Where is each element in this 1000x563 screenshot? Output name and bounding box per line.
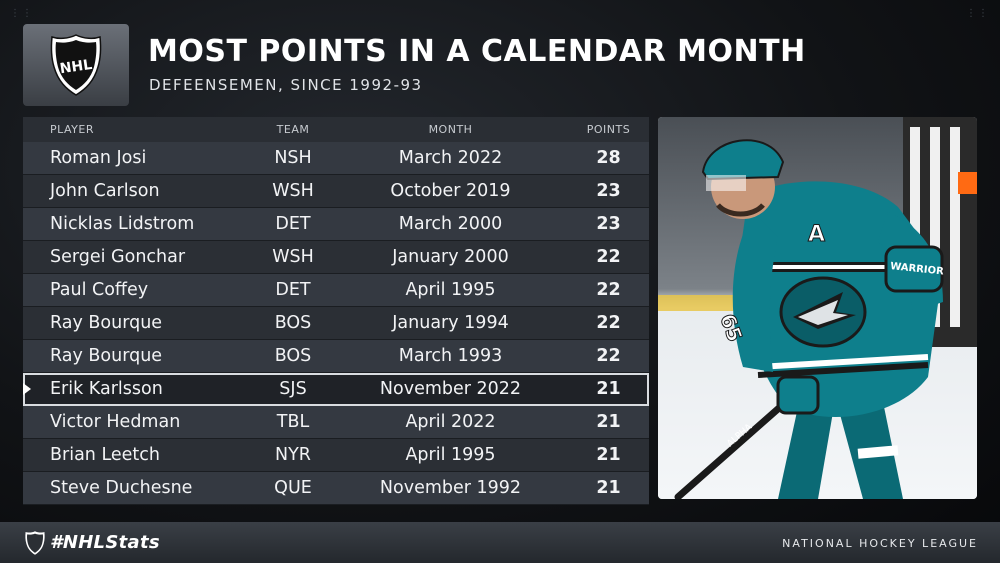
table-row: Sergei Gonchar WSH January 2000 22 bbox=[23, 241, 649, 274]
table-row: Erik Karlsson SJS November 2022 21 bbox=[23, 373, 649, 406]
cell-team: NYR bbox=[275, 445, 311, 465]
cell-team: BOS bbox=[274, 346, 312, 366]
cell-points: 21 bbox=[596, 478, 621, 498]
cell-month: April 2022 bbox=[405, 412, 496, 432]
cell-team: WSH bbox=[272, 247, 314, 267]
cell-player: Steve Duchesne bbox=[50, 478, 193, 498]
cell-month: January 1994 bbox=[392, 313, 509, 333]
cell-team: QUE bbox=[274, 478, 312, 498]
nhl-logo-tile: NHL bbox=[23, 24, 129, 106]
cell-points: 22 bbox=[596, 313, 621, 333]
table-body: Roman Josi NSH March 2022 28 John Carlson WSH… bbox=[23, 142, 649, 505]
page-title: MOST POINTS IN A CALENDAR MONTH bbox=[148, 34, 806, 69]
referee-armband bbox=[958, 172, 977, 194]
table-row: Brian Leetch NYR April 1995 21 bbox=[23, 439, 649, 472]
cell-player: Paul Coffey bbox=[50, 280, 149, 300]
corner-dots-right-icon: ⋮⋮ bbox=[966, 8, 990, 19]
footer-hashtag: #NHLStats bbox=[50, 532, 160, 553]
cell-player: Erik Karlsson bbox=[50, 379, 163, 399]
table-row: Victor Hedman TBL April 2022 21 bbox=[23, 406, 649, 439]
cell-player: Ray Bourque bbox=[50, 346, 163, 366]
table-row: Roman Josi NSH March 2022 28 bbox=[23, 142, 649, 175]
captain-letter: A bbox=[808, 222, 825, 247]
cell-month: March 1993 bbox=[398, 346, 503, 366]
cell-player: Victor Hedman bbox=[50, 412, 181, 432]
glove-left bbox=[776, 375, 820, 415]
cell-points: 28 bbox=[596, 148, 621, 168]
cell-month: October 2019 bbox=[390, 181, 511, 201]
cell-month: April 1995 bbox=[405, 445, 496, 465]
column-header-month: MONTH bbox=[428, 123, 473, 136]
cell-player: Roman Josi bbox=[50, 148, 147, 168]
cell-team: BOS bbox=[274, 313, 312, 333]
column-header-player: PLAYER bbox=[50, 123, 94, 136]
cell-points: 21 bbox=[596, 412, 621, 432]
cell-points: 22 bbox=[596, 346, 621, 366]
cell-month: November 1992 bbox=[379, 478, 522, 498]
visor bbox=[706, 175, 746, 191]
cell-team: TBL bbox=[276, 412, 310, 432]
cell-player: Sergei Gonchar bbox=[50, 247, 186, 267]
cell-team: NSH bbox=[274, 148, 312, 168]
cell-points: 23 bbox=[596, 181, 621, 201]
page-subtitle: DEFEENSEMEN, SINCE 1992-93 bbox=[149, 76, 423, 94]
cell-month: November 2022 bbox=[379, 379, 522, 399]
cell-points: 23 bbox=[596, 214, 621, 234]
corner-dots-left-icon: ⋮⋮ bbox=[10, 8, 34, 19]
cell-player: Brian Leetch bbox=[50, 445, 160, 465]
table-row: Nicklas Lidstrom DET March 2000 23 bbox=[23, 208, 649, 241]
table-header: PLAYER TEAM MONTH POINTS bbox=[23, 117, 649, 142]
glove-right bbox=[884, 245, 944, 293]
cell-month: January 2000 bbox=[392, 247, 509, 267]
cell-points: 22 bbox=[596, 247, 621, 267]
nhl-logo-text: NHL bbox=[59, 57, 93, 77]
cell-team: SJS bbox=[279, 379, 307, 399]
cell-month: April 1995 bbox=[405, 280, 496, 300]
table-row: Ray Bourque BOS March 1993 22 bbox=[23, 340, 649, 373]
cell-month: March 2000 bbox=[398, 214, 503, 234]
nhl-shield-icon: NHL bbox=[50, 34, 102, 96]
table-row: Ray Bourque BOS January 1994 22 bbox=[23, 307, 649, 340]
cell-player: John Carlson bbox=[50, 181, 160, 201]
cell-points: 22 bbox=[596, 280, 621, 300]
cell-points: 21 bbox=[596, 379, 621, 399]
cell-player: Ray Bourque bbox=[50, 313, 163, 333]
player-photo: ALPHA A WARRIOR 65 bbox=[658, 117, 977, 499]
footer-bar: #NHLStats NATIONAL HOCKEY LEAGUE bbox=[0, 522, 1000, 563]
cell-team: WSH bbox=[272, 181, 314, 201]
table-row: Steve Duchesne QUE November 1992 21 bbox=[23, 472, 649, 505]
table-row: Paul Coffey DET April 1995 22 bbox=[23, 274, 649, 307]
cell-points: 21 bbox=[596, 445, 621, 465]
helmet bbox=[701, 139, 785, 181]
table-row: John Carlson WSH October 2019 23 bbox=[23, 175, 649, 208]
cell-team: DET bbox=[275, 280, 311, 300]
footer-nhl-shield-icon bbox=[25, 531, 45, 555]
highlight-arrow-icon bbox=[23, 383, 31, 395]
player-illustration: ALPHA A WARRIOR 65 bbox=[658, 117, 977, 499]
cell-team: DET bbox=[275, 214, 311, 234]
footer-league-name: NATIONAL HOCKEY LEAGUE bbox=[782, 537, 978, 550]
cell-month: March 2022 bbox=[398, 148, 503, 168]
cell-player: Nicklas Lidstrom bbox=[50, 214, 195, 234]
stats-table: PLAYER TEAM MONTH POINTS Roman Josi NSH Ma… bbox=[23, 117, 649, 505]
column-header-points: POINTS bbox=[586, 123, 631, 136]
column-header-team: TEAM bbox=[276, 123, 310, 136]
